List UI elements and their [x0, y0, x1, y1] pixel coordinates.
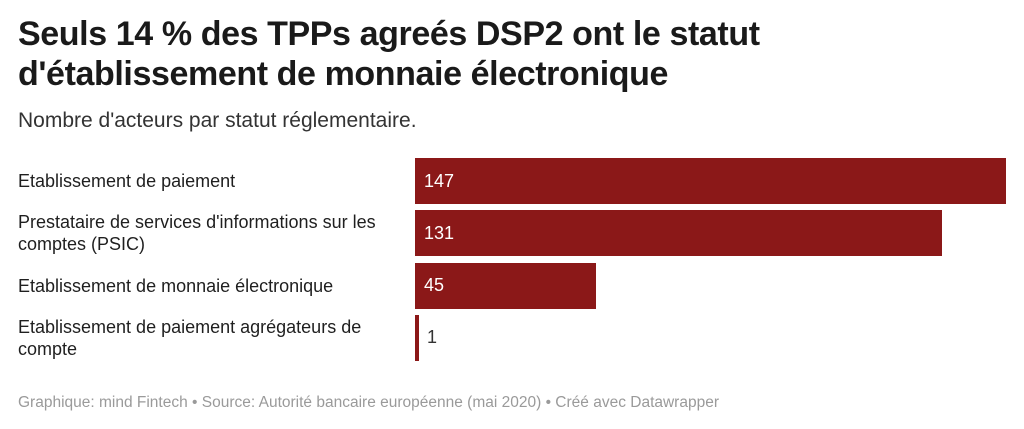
bar-value-label: 147 — [424, 170, 455, 191]
chart-subtitle: Nombre d'acteurs par statut réglementair… — [18, 109, 417, 132]
bar-track: 147 — [415, 158, 1006, 204]
bar — [415, 158, 1006, 204]
bar-value-label: 1 — [427, 327, 438, 348]
bar-category-label: Etablissement de paiement — [18, 171, 236, 191]
bar-row: Prestataire de services d'informations s… — [18, 210, 1008, 257]
bar-value-label: 131 — [424, 222, 455, 243]
bar-category-label: Etablissement de paiement agrégateurs de… — [18, 316, 362, 359]
bar — [415, 314, 420, 361]
bar-track: 131 — [415, 210, 1006, 257]
chart-container: Seuls 14 % des TPPs agreés DSP2 ont le s… — [18, 14, 1008, 414]
bar-value-label: 45 — [424, 275, 445, 296]
bar-track: 1 — [415, 314, 1006, 361]
bar-row: Etablissement de paiement 147 — [18, 158, 1008, 204]
bar — [415, 210, 942, 257]
bar-category-label: Prestataire de services d'informations s… — [18, 212, 376, 255]
bar — [415, 262, 596, 309]
chart-footer: Graphique: mind Fintech • Source: Autori… — [18, 394, 719, 411]
bar-row: Etablissement de monnaie électronique 45 — [18, 262, 1008, 309]
bar-row: Etablissement de paiement agrégateurs de… — [18, 314, 1008, 361]
bar-chart: Etablissement de paiement 147 Prestataire … — [18, 158, 1008, 366]
chart-title: Seuls 14 % des TPPs agreés DSP2 ont le s… — [18, 15, 760, 93]
bar-category-label: Etablissement de monnaie électronique — [18, 275, 334, 296]
bar-track: 45 — [415, 262, 1006, 309]
